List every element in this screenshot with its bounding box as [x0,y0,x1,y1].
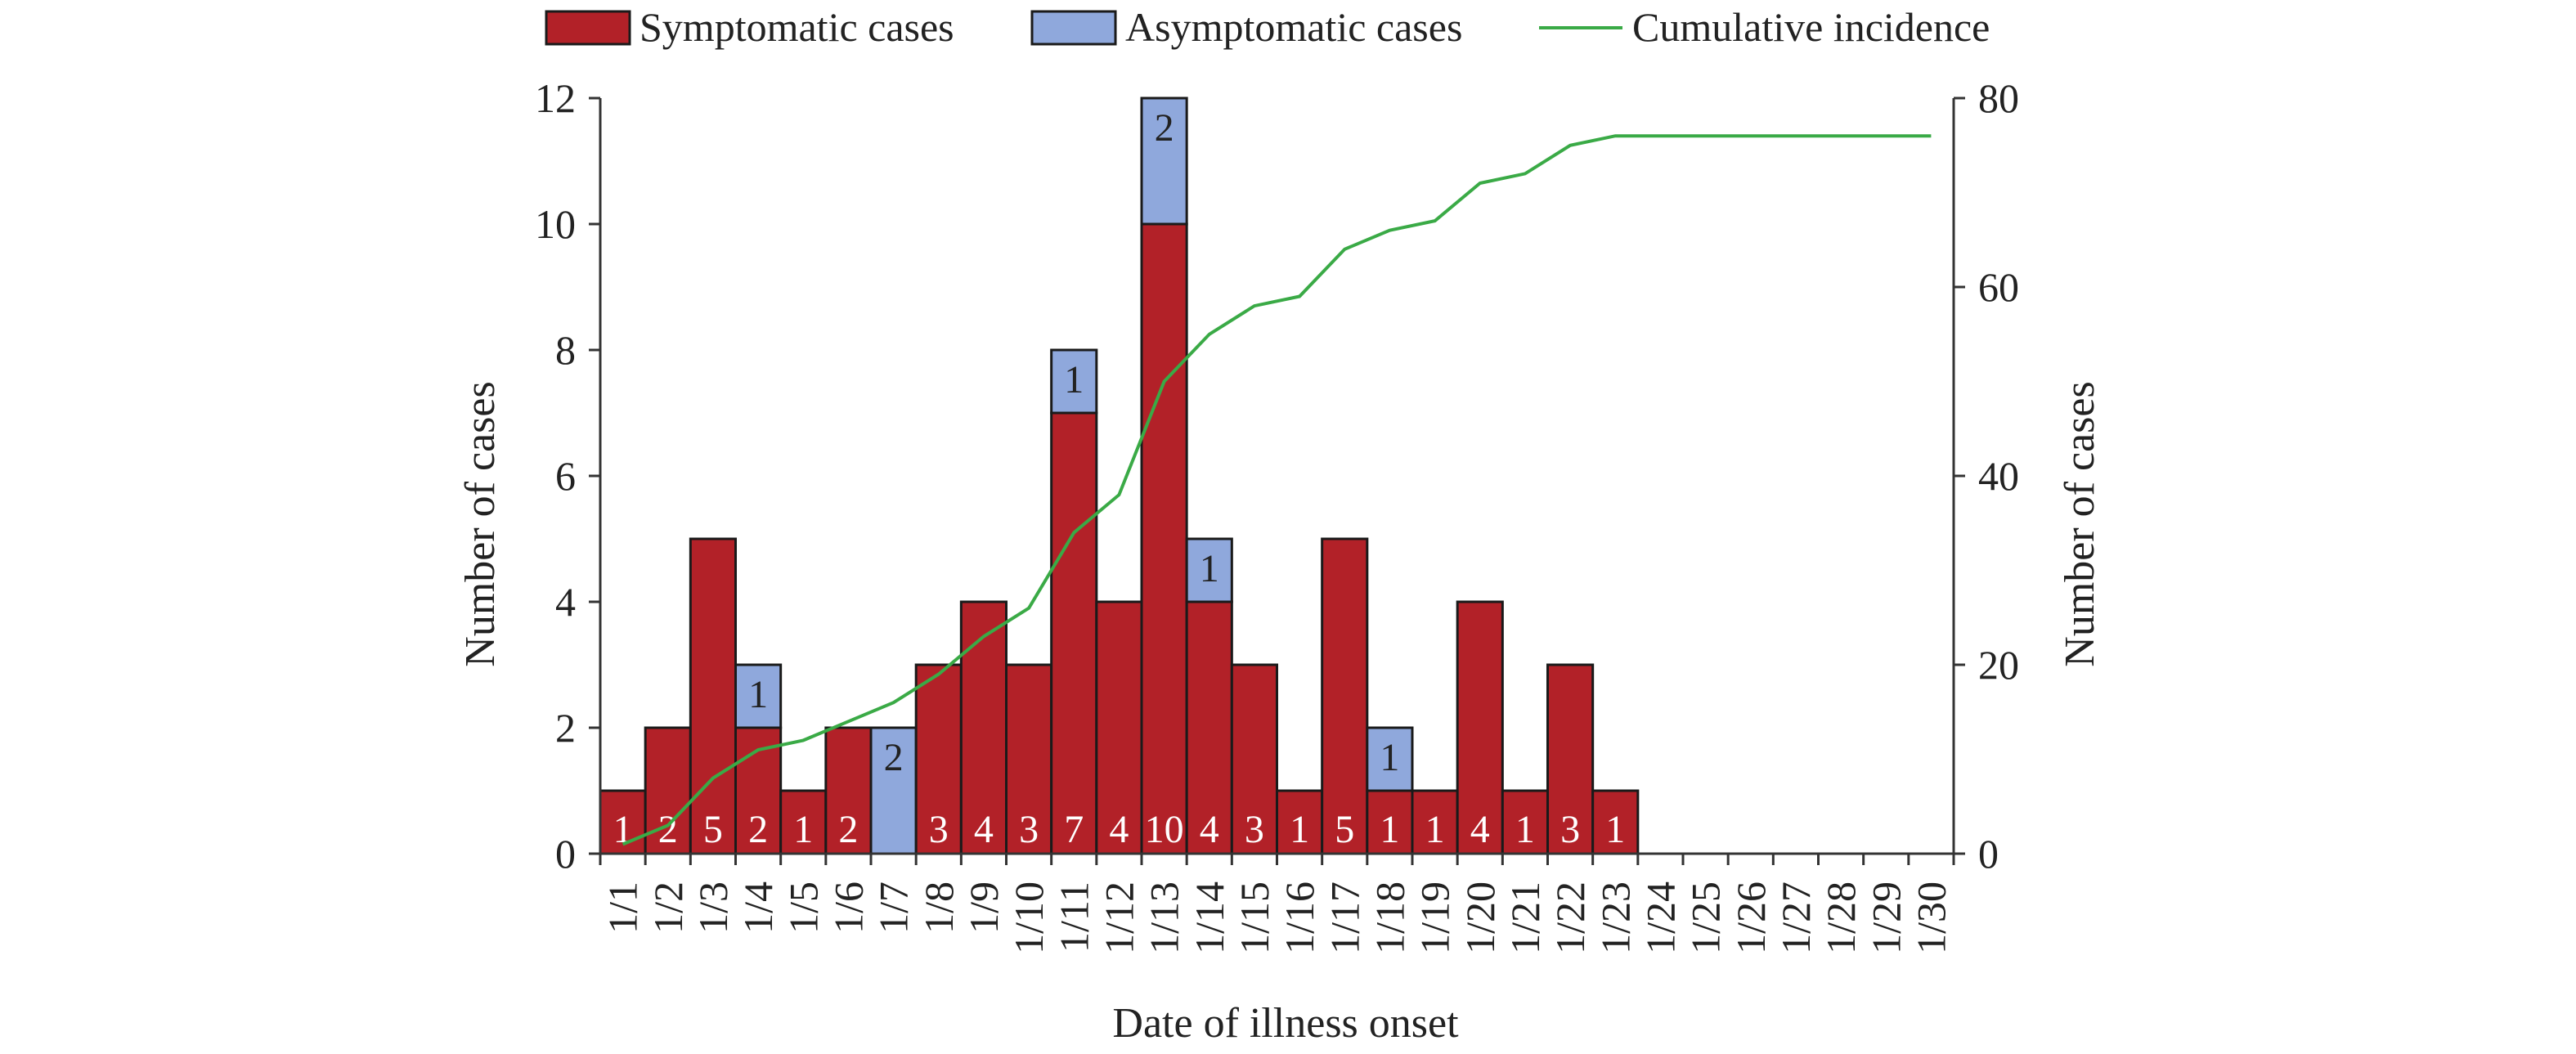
bar-label-symptomatic-1-11: 7 [1064,808,1084,851]
x-tick-label: 1/15 [1232,881,1277,954]
x-tick-label: 1/23 [1592,881,1638,954]
x-tick-label: 1/28 [1818,881,1864,954]
bar-label-symptomatic-1-9: 4 [974,808,994,851]
legend-label-cumulative-incidence: Cumulative incidence [1632,4,1990,50]
x-tick-label: 1/3 [690,881,736,934]
bar-label-symptomatic-1-22: 3 [1560,808,1580,851]
legend-swatch-asymptomatic-cases [1030,10,1117,46]
bar-label-symptomatic-1-23: 1 [1605,808,1625,851]
y-tick-label: 8 [555,327,576,373]
bar-label-asymptomatic-1-14: 1 [1200,547,1219,590]
x-tick-label: 1/26 [1728,881,1774,954]
y2-tick-label: 40 [1978,453,2019,499]
bar-symptomatic-1-9 [959,600,1008,855]
y-tick-label: 0 [555,831,576,877]
legend-label-asymptomatic-cases: Asymptomatic cases [1125,4,1462,50]
x-tick-label: 1/20 [1457,881,1503,954]
x-tick-label: 1/9 [961,881,1007,934]
bar-symptomatic-1-17 [1321,537,1369,855]
x-tick-label: 1/12 [1096,881,1142,954]
x-tick-label: 1/1 [600,881,646,934]
bar-label-asymptomatic-1-18: 1 [1380,736,1399,779]
bar-label-symptomatic-1-13: 10 [1145,808,1184,851]
x-tick-label: 1/30 [1908,881,1954,954]
x-tick-label: 1/2 [645,881,691,934]
x-tick-label: 1/29 [1863,881,1909,954]
bar-label-symptomatic-1-10: 3 [1019,808,1039,851]
bar-label-asymptomatic-1-11: 1 [1064,358,1084,401]
bar-symptomatic-1-23 [1591,789,1640,855]
y-tick-label: 4 [555,579,576,625]
bar-symptomatic-1-3 [689,537,737,855]
bar-label-asymptomatic-1-7: 2 [884,736,904,779]
x-tick-label: 1/14 [1187,881,1232,954]
bar-label-symptomatic-1-17: 5 [1335,808,1354,851]
bar-label-symptomatic-1-21: 1 [1515,808,1535,851]
cumulative-incidence-line [622,134,1932,846]
legend: Symptomatic cases Asymptomatic cases Cumul… [545,4,1990,50]
legend-label-symptomatic-cases: Symptomatic cases [640,4,954,50]
x-tick-label: 1/24 [1637,881,1683,954]
x-tick-label: 1/8 [916,881,962,934]
x-tick-label: 1/19 [1412,881,1458,954]
bar-symptomatic-1-10 [1005,663,1053,855]
bar-group [599,96,1640,855]
y-axis-title: Number of cases [457,381,504,666]
y-tick-label: 6 [555,453,576,499]
y2-axis-title: Number of cases [2057,381,2103,666]
x-axis-title: Date of illness onset [1112,1000,1459,1047]
bar-label-symptomatic-1-14: 4 [1200,808,1219,851]
bar-asymptomatic-1-18 [1366,726,1414,792]
bar-label-symptomatic-1-8: 3 [929,808,949,851]
y2-tick-label: 20 [1978,642,2019,688]
bar-asymptomatic-1-4 [734,663,783,729]
bar-symptomatic-1-13 [1140,222,1188,855]
bar-asymptomatic-1-13 [1140,96,1188,226]
y2-tick-label: 60 [1978,264,2019,310]
bar-label-symptomatic-1-12: 4 [1109,808,1129,851]
bar-label-asymptomatic-1-4: 1 [748,673,768,716]
bar-symptomatic-1-11 [1050,411,1098,855]
x-tick-label: 1/7 [871,881,917,934]
bar-label-symptomatic-1-18: 1 [1380,808,1399,851]
x-tick-label: 1/27 [1773,881,1819,954]
bar-label-symptomatic-1-1: 1 [613,808,633,851]
bar-symptomatic-1-18 [1366,789,1414,855]
bar-label-symptomatic-1-15: 3 [1245,808,1264,851]
bar-label-symptomatic-1-4: 2 [748,808,768,851]
x-tick-label: 1/4 [735,881,781,934]
bar-label-asymptomatic-1-13: 2 [1155,106,1174,150]
x-tick-label: 1/25 [1683,881,1729,954]
x-tick-label: 1/22 [1547,881,1593,954]
bar-label-symptomatic-1-20: 4 [1470,808,1490,851]
bar-label-symptomatic-1-19: 1 [1425,808,1445,851]
x-tick-label: 1/11 [1051,881,1097,953]
bar-asymptomatic-1-14 [1185,537,1233,603]
bar-label-symptomatic-1-6: 2 [838,808,858,851]
x-tick-label: 1/16 [1277,881,1322,954]
y2-tick-label: 80 [1978,75,2019,121]
x-tick-label: 1/10 [1006,881,1052,954]
y-tick-label: 2 [555,705,576,751]
legend-swatch-symptomatic-cases [545,10,631,46]
x-tick-label: 1/13 [1142,881,1187,954]
x-tick-label: 1/21 [1502,881,1548,954]
bar-label-symptomatic-1-5: 1 [793,808,813,851]
bar-label-symptomatic-1-3: 5 [703,808,723,851]
bar-asymptomatic-1-11 [1050,348,1098,415]
y-tick-label: 12 [535,75,576,121]
y-tick-label: 10 [535,201,576,247]
y2-tick-label: 0 [1978,831,1999,877]
x-tick-label: 1/17 [1322,881,1367,954]
x-tick-label: 1/5 [780,881,826,934]
x-tick-label: 1/18 [1367,881,1412,954]
bar-label-symptomatic-1-16: 1 [1290,808,1309,851]
x-tick-label: 1/6 [825,881,871,934]
